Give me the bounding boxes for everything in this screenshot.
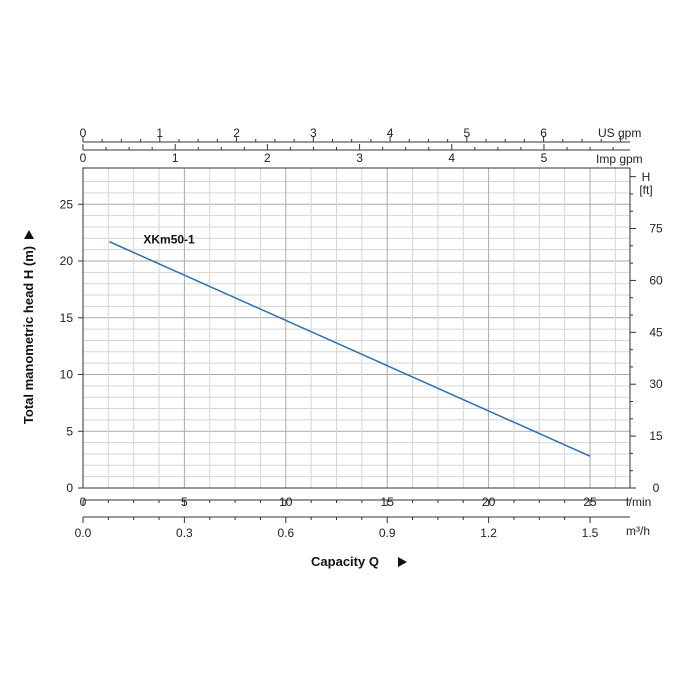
left-tick-label: 0 (66, 481, 73, 495)
left-tick-label: 10 (60, 368, 74, 382)
bottom-tick-label-m3h: 0.3 (176, 526, 193, 540)
top-outer-tick-label: 3 (310, 126, 317, 140)
plot-frame (82, 167, 631, 489)
right-tick-label: 15 (649, 429, 663, 443)
right-axis-label-unit: [ft] (639, 183, 652, 197)
bottom-tick-label-m3h: 0.9 (379, 526, 396, 540)
right-tick-label: 75 (649, 222, 663, 236)
bottom-tick-label-lmin: 0 (80, 495, 87, 509)
top-outer-tick-label: 2 (233, 126, 240, 140)
top-inner-unit: Imp gpm (596, 152, 643, 166)
bottom-tick-label-m3h: 1.2 (480, 526, 497, 540)
right-tick-label: 60 (649, 273, 663, 287)
top-outer-tick-label: 5 (463, 126, 470, 140)
top-outer-tick-label: 6 (540, 126, 547, 140)
bottom-tick-label-m3h: 1.5 (582, 526, 599, 540)
top-inner-tick-label: 4 (448, 151, 455, 165)
right-tick-label: 30 (649, 377, 663, 391)
right-tick-label: 45 (649, 325, 663, 339)
right-tick-label: 0 (653, 481, 660, 495)
bottom-unit-lmin: l/min (626, 495, 651, 509)
bottom-tick-label-lmin: 25 (583, 495, 597, 509)
bottom-tick-label-lmin: 15 (381, 495, 395, 509)
y-axis-title: Total manometric head H (m) (21, 246, 36, 424)
y-axis-title-group: Total manometric head H (m) (21, 230, 36, 424)
y-axis-arrow-icon (24, 230, 34, 239)
bottom-tick-label-lmin: 10 (279, 495, 293, 509)
right-axis-label-h: H (642, 170, 651, 184)
bottom-unit-m3h: m³/h (626, 524, 650, 538)
top-inner-tick-label: 3 (356, 151, 363, 165)
top-outer-tick-label: 4 (387, 126, 394, 140)
bottom-tick-label-lmin: 5 (181, 495, 188, 509)
series-label: XKm50-1 (143, 233, 195, 247)
left-tick-label: 25 (60, 197, 74, 211)
series-line-xkm50-1 (109, 241, 591, 457)
top-inner-tick-label: 5 (541, 151, 548, 165)
x-axis-arrow-icon (398, 557, 407, 567)
left-tick-label: 5 (66, 424, 73, 438)
left-tick-label: 20 (60, 254, 74, 268)
top-inner-tick-label: 1 (172, 151, 179, 165)
top-outer-tick-label: 0 (80, 126, 87, 140)
top-inner-tick-label: 2 (264, 151, 271, 165)
bottom-tick-label-lmin: 20 (482, 495, 496, 509)
bottom-tick-label-m3h: 0.6 (277, 526, 294, 540)
bottom-tick-label-m3h: 0.0 (75, 526, 92, 540)
top-outer-tick-label: 1 (156, 126, 163, 140)
top-inner-tick-label: 0 (80, 151, 87, 165)
top-outer-unit: US gpm (598, 126, 641, 140)
x-axis-title: Capacity Q (311, 554, 379, 569)
left-tick-label: 15 (60, 311, 74, 325)
grid (83, 168, 630, 488)
